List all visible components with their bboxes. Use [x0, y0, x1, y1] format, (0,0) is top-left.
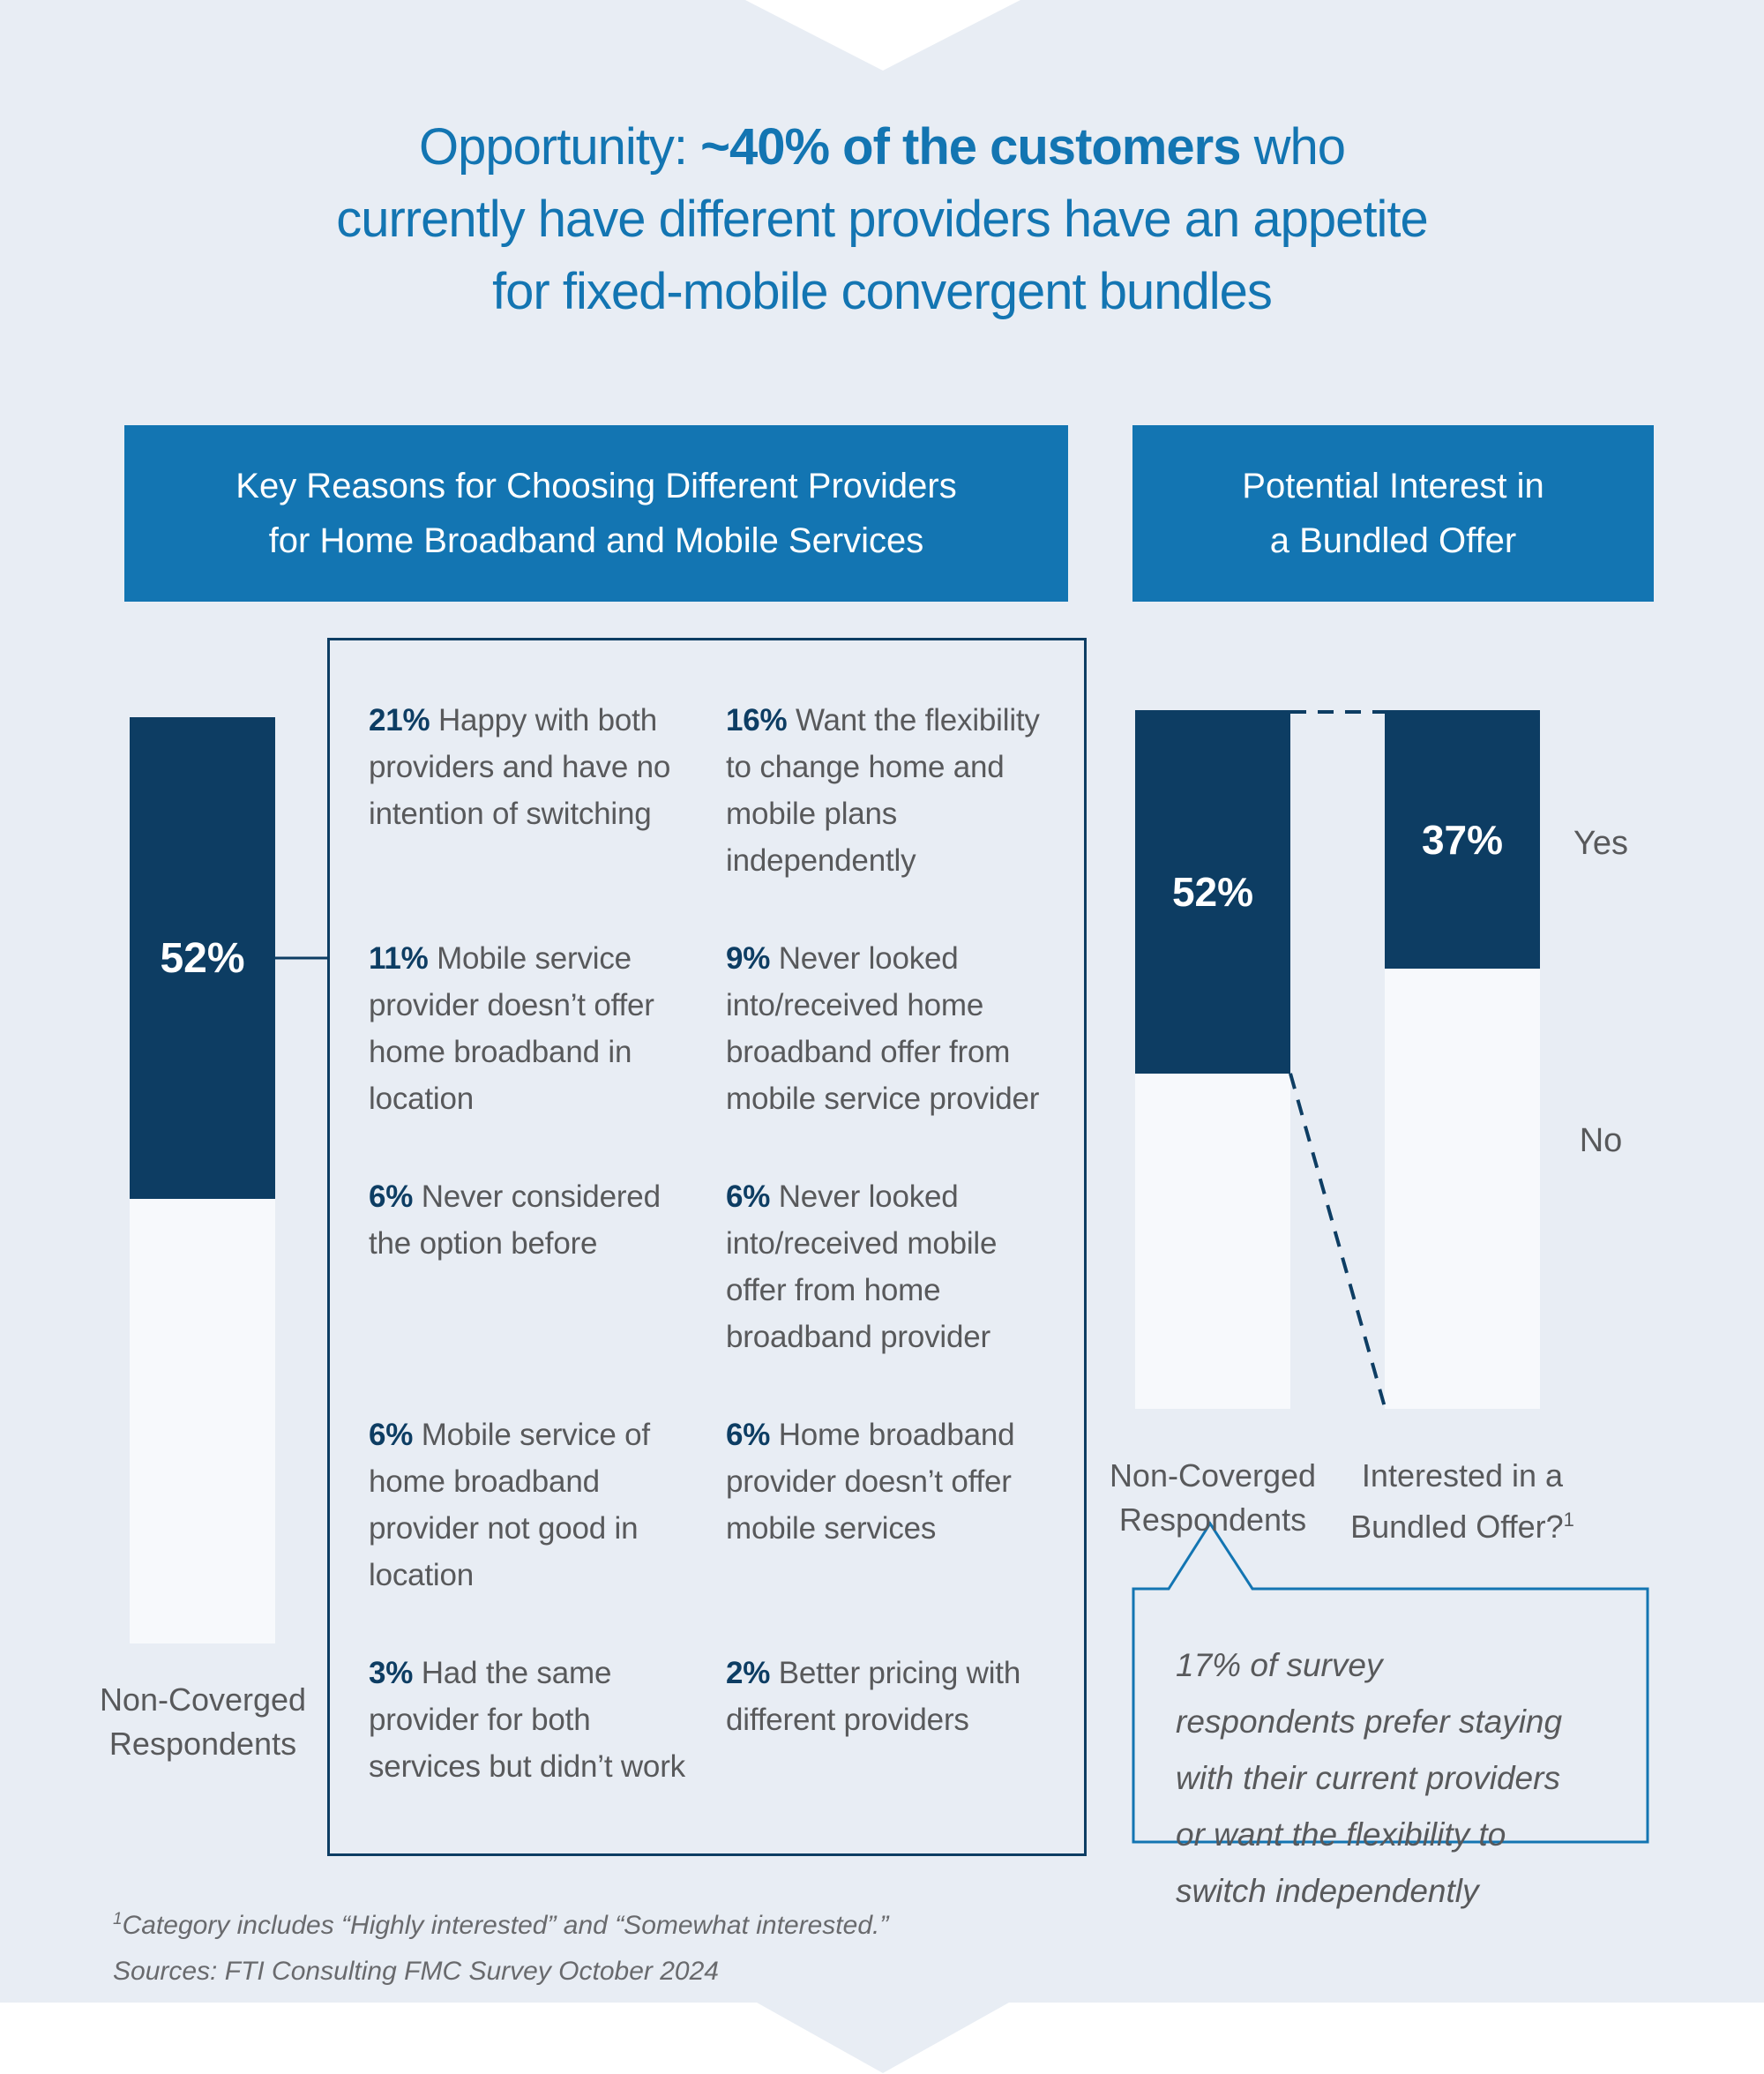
right-chart-bar-non-coverged: 52% [1135, 710, 1290, 1409]
right-bar2-dark-segment: 37% [1385, 710, 1540, 970]
reason-text: Never considered the option before [369, 1179, 661, 1261]
reason-percentage: 9% [726, 941, 771, 976]
footnote-1: 1Category includes “Highly interested” a… [113, 1910, 889, 1940]
reasons-box: 21% Happy with both providers and have n… [327, 638, 1087, 1856]
reason-item: 6% Mobile service of home broadband prov… [369, 1411, 699, 1650]
category-footnote-marker: 1 [1563, 1509, 1574, 1531]
footnotes: 1Category includes “Highly interested” a… [113, 1897, 1083, 1995]
footnote-1-marker: 1 [113, 1910, 123, 1928]
reason-percentage: 11% [369, 941, 429, 976]
reason-text: Mobile service provider doesn’t offer ho… [369, 941, 654, 1116]
left-bar-category-label: Non-Coverged Respondents [99, 1681, 307, 1762]
left-chart-bar: 52% [130, 717, 275, 1643]
callout-text: 17% of survey respondents prefer staying… [1176, 1647, 1563, 1909]
right-bar2-value-label: 37% [1421, 816, 1504, 863]
reasons-column-1: 21% Happy with both providers and have n… [369, 697, 699, 1888]
right-bar1-category-label: Non-Coverged Respondents [1109, 1457, 1317, 1538]
title-line-1: Opportunity: ~40% of the customers who [419, 118, 1346, 176]
reason-percentage: 6% [726, 1418, 771, 1452]
left-header-line-1: Key Reasons for Choosing Different Provi… [235, 467, 957, 505]
reason-text: Home broadband provider doesn’t offer mo… [726, 1418, 1015, 1546]
right-bar2-category-label: Interested in a Bundled Offer?1 [1350, 1457, 1574, 1545]
reason-text: Want the flexibility to change home and … [726, 703, 1040, 878]
title-line-2: currently have different providers have … [336, 191, 1429, 248]
title-line-3: for fixed-mobile convergent bundles [492, 263, 1273, 320]
left-bar-value-label: 52% [160, 934, 245, 982]
no-segment-label: No [1579, 1122, 1623, 1159]
reasons-column-2: 16% Want the flexibility to change home … [726, 697, 1057, 1888]
reason-text: Happy with both providers and have no in… [369, 703, 671, 831]
title-bold-highlight: ~40% of the customers [700, 118, 1241, 176]
left-bar-dark-segment: 52% [130, 717, 275, 1199]
reason-percentage: 6% [369, 1418, 414, 1452]
reason-percentage: 3% [369, 1656, 414, 1690]
reason-item: 21% Happy with both providers and have n… [369, 697, 699, 935]
left-section-header: Key Reasons for Choosing Different Provi… [124, 425, 1068, 602]
yes-segment-label: Yes [1573, 825, 1628, 862]
left-header-line-2: for Home Broadband and Mobile Services [268, 521, 924, 560]
right-bar1-dark-segment: 52% [1135, 710, 1290, 1074]
reason-text: Never looked into/received home broadban… [726, 941, 1040, 1116]
reason-text: Never looked into/received mobile offer … [726, 1179, 998, 1354]
reason-text: Had the same provider for both services … [369, 1656, 685, 1784]
page-title: Opportunity: ~40% of the customers who c… [0, 111, 1764, 328]
bottom-continuation-chevron-icon [757, 2003, 1009, 2073]
reason-percentage: 21% [369, 703, 430, 738]
reason-percentage: 6% [726, 1179, 771, 1214]
reason-item: 16% Want the flexibility to change home … [726, 697, 1057, 935]
right-chart-bar-bundled-offer: 37% [1385, 710, 1540, 1409]
right-header-line-1: Potential Interest in [1242, 467, 1544, 505]
reason-item: 6% Never looked into/received mobile off… [726, 1173, 1057, 1411]
left-bar-light-segment [130, 1199, 275, 1643]
right-bar1-value-label: 52% [1171, 868, 1254, 915]
reason-percentage: 6% [369, 1179, 414, 1214]
reason-item: 6% Never considered the option before [369, 1173, 699, 1411]
top-notch-chevron-icon [745, 0, 1020, 71]
reason-item: 3% Had the same provider for both servic… [369, 1650, 699, 1888]
reason-percentage: 16% [726, 703, 788, 738]
reason-percentage: 2% [726, 1656, 771, 1690]
reason-text: Mobile service of home broadband provide… [369, 1418, 650, 1592]
reasons-columns: 21% Happy with both providers and have n… [369, 697, 1084, 1888]
reason-item: 2% Better pricing with different provide… [726, 1650, 1057, 1888]
right-section-header: Potential Interest in a Bundled Offer [1132, 425, 1654, 602]
right-bar2-light-segment [1385, 969, 1540, 1409]
reason-item: 6% Home broadband provider doesn’t offer… [726, 1411, 1057, 1650]
footnote-sources: Sources: FTI Consulting FMC Survey Octob… [113, 1957, 719, 1986]
reason-item: 11% Mobile service provider doesn’t offe… [369, 935, 699, 1173]
right-header-line-2: a Bundled Offer [1269, 521, 1517, 560]
right-bar1-light-segment [1135, 1073, 1290, 1409]
reason-text: Better pricing with different providers [726, 1656, 1021, 1737]
reason-item: 9% Never looked into/received home broad… [726, 935, 1057, 1173]
